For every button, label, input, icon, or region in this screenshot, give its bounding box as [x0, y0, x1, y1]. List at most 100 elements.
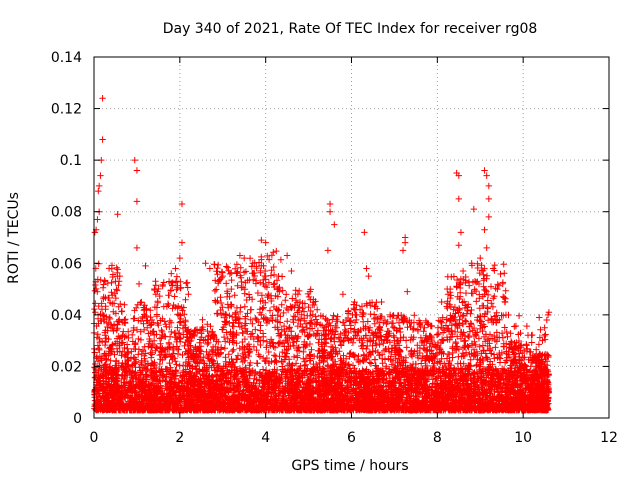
roti-point	[219, 272, 226, 280]
roti-point	[133, 244, 141, 252]
roti-point	[168, 270, 175, 277]
roti-point	[470, 205, 478, 213]
roti-point	[455, 195, 462, 203]
roti-point	[262, 272, 269, 280]
roti-point	[378, 298, 385, 306]
roti-point	[99, 136, 106, 143]
roti-point	[206, 265, 214, 272]
roti-point	[361, 229, 368, 236]
roti-point	[228, 285, 235, 293]
axes: 0 2 4 6 8 10 12 0 0.02 0.04 0.06 0.08 0.1 0.12 0.14	[51, 50, 618, 446]
x-tick-label: 2	[175, 430, 184, 446]
roti-point	[148, 316, 156, 324]
roti-point	[455, 242, 462, 249]
roti-point	[483, 172, 490, 179]
roti-point	[178, 200, 186, 208]
roti-point	[185, 291, 192, 298]
roti-point	[99, 95, 106, 102]
roti-point	[114, 211, 121, 218]
roti-point	[249, 260, 256, 267]
y-tick-label: 0.14	[51, 50, 82, 66]
roti-point	[483, 244, 490, 252]
roti-point	[155, 321, 162, 329]
roti-point	[94, 216, 101, 223]
y-tick-label: 0.06	[51, 256, 82, 272]
roti-point	[262, 239, 269, 246]
x-tick-label: 8	[433, 430, 442, 446]
roti-point	[502, 311, 510, 319]
roti-point	[283, 252, 291, 259]
y-tick-label: 0	[73, 411, 82, 427]
roti-point	[539, 337, 546, 344]
y-tick-label: 0.08	[51, 205, 82, 221]
roti-point	[429, 350, 437, 357]
roti-point	[326, 200, 334, 208]
x-tick-label: 4	[261, 430, 270, 446]
x-tick-label: 10	[514, 430, 532, 446]
roti-point	[485, 182, 493, 190]
x-axis-label: GPS time / hours	[291, 458, 408, 474]
roti-point	[481, 226, 488, 233]
grid	[94, 57, 609, 418]
roti-point	[401, 239, 409, 246]
roti-point	[455, 172, 462, 179]
roti-point	[133, 167, 141, 174]
roti-point	[543, 316, 550, 324]
roti-point	[481, 291, 488, 298]
roti-point	[236, 252, 244, 259]
x-tick-label: 0	[90, 430, 99, 446]
roti-point	[391, 337, 398, 344]
roti-point	[95, 187, 102, 195]
y-tick-label: 0.1	[60, 153, 82, 169]
roti-point	[545, 309, 553, 316]
roti-point	[459, 267, 467, 275]
x-tick-label: 12	[600, 430, 618, 446]
roti-point	[352, 306, 359, 313]
roti-points-dense	[90, 247, 553, 414]
roti-point	[421, 324, 428, 331]
roti-point	[305, 303, 312, 311]
roti-point	[116, 272, 123, 280]
roti-point	[331, 221, 338, 228]
roti-point	[532, 358, 540, 365]
roti-point	[178, 239, 186, 246]
roti-point	[447, 285, 454, 293]
roti-point	[541, 324, 548, 331]
roti-point	[142, 262, 149, 270]
roti-point	[131, 156, 138, 164]
roti-point	[326, 208, 334, 215]
roti-point	[404, 288, 411, 295]
roti-point	[172, 265, 179, 272]
roti-point	[363, 265, 370, 272]
roti-point	[477, 254, 484, 262]
roti-point	[339, 291, 347, 298]
roti-point	[215, 278, 222, 285]
chart-title: Day 340 of 2021, Rate Of TEC Index for r…	[163, 21, 538, 37]
roti-point	[485, 195, 493, 203]
roti-point	[468, 260, 475, 267]
roti-point	[386, 311, 394, 319]
roti-point	[260, 262, 267, 270]
roti-point	[494, 285, 501, 293]
roti-point	[135, 280, 143, 288]
y-tick-label: 0.12	[51, 102, 82, 118]
roti-point	[241, 254, 248, 262]
roti-point	[457, 229, 465, 236]
y-axis-label: ROTI / TECUs	[6, 192, 22, 284]
roti-point	[258, 236, 265, 244]
roti-point	[288, 267, 295, 275]
y-tick-label: 0.02	[51, 359, 82, 375]
roti-point	[399, 247, 407, 254]
roti-point	[481, 167, 488, 174]
y-tick-label: 0.04	[51, 308, 82, 324]
roti-point	[275, 272, 282, 280]
roti-point	[324, 247, 332, 254]
roti-point	[133, 198, 141, 205]
x-tick-label: 6	[347, 430, 356, 446]
roti-point	[515, 350, 523, 357]
roti-point	[313, 306, 321, 313]
roti-point	[202, 260, 209, 267]
roti-point	[485, 213, 493, 221]
roti-point	[296, 298, 304, 306]
